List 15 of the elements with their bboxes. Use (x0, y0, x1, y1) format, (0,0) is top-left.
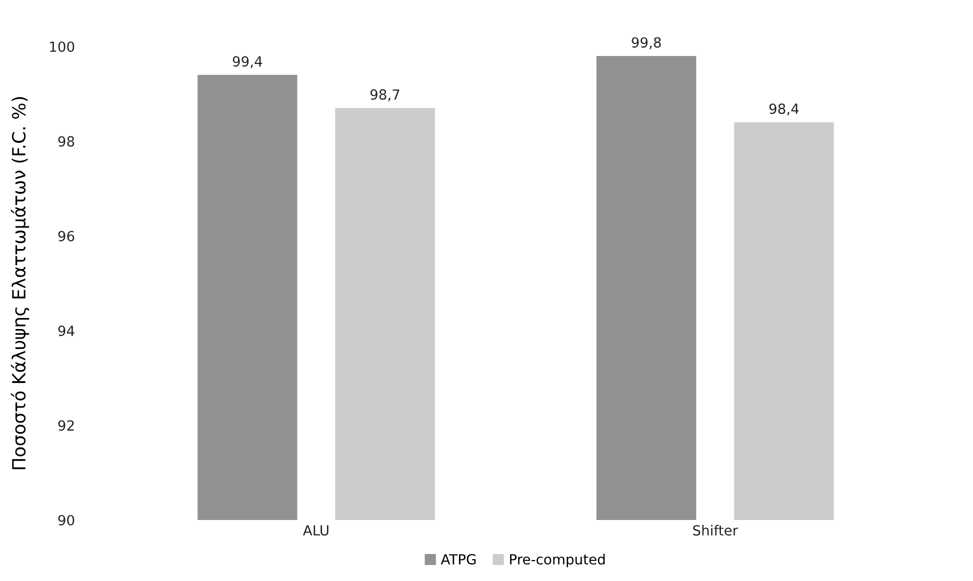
y-tick-label: 92 (58, 420, 74, 431)
y-axis-title: Ποσοστό Κάλυψης Ελαττωμάτων (F.C. %) (10, 97, 30, 470)
y-tick-label: 100 (50, 41, 74, 52)
y-tick-label: 98 (58, 136, 74, 147)
data-label: 98,7 (370, 89, 400, 102)
data-label: 99,8 (632, 37, 661, 50)
legend-label: Pre-computed (510, 554, 605, 568)
data-label: 98,4 (769, 103, 799, 116)
x-tick-label: ALU (302, 525, 328, 536)
x-tick-label: Shifter (693, 524, 738, 536)
y-tick-label: 90 (58, 514, 74, 526)
y-tick-label: 96 (58, 230, 74, 242)
legend-label: ATPG (440, 554, 476, 565)
y-tick-label: 94 (58, 326, 74, 336)
data-label: 99,4 (232, 56, 262, 68)
